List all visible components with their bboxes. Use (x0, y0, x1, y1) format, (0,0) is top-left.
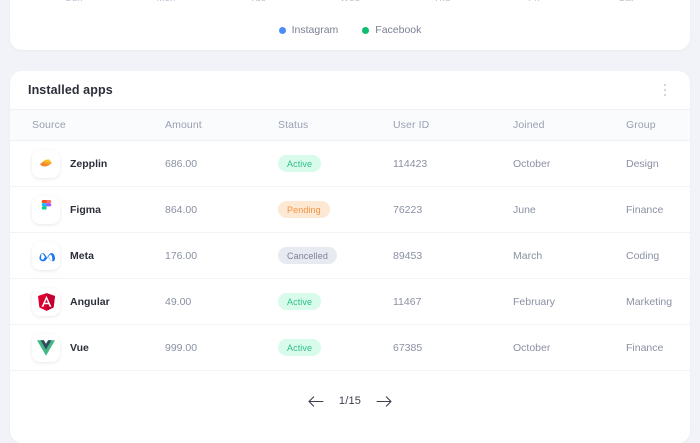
status-badge: Active (278, 293, 322, 310)
meta-icon (32, 241, 60, 270)
status-badge: Active (278, 155, 322, 172)
cell-status: Active (278, 278, 393, 325)
cell-user-id: 114423 (393, 140, 513, 187)
pagination: 1/15 (10, 371, 690, 411)
cell-source: Meta (10, 232, 165, 279)
cell-user-id: 11467 (393, 278, 513, 325)
cell-amount: 864.00 (165, 186, 278, 233)
page-title: Installed apps (28, 83, 113, 97)
legend-item-instagram[interactable]: Instagram (278, 24, 339, 36)
x-axis-tick: Fri (488, 0, 580, 4)
installed-apps-table: Source Amount Status User ID Joined Grou… (10, 109, 690, 371)
cell-joined: October (513, 140, 626, 187)
cell-joined: February (513, 278, 626, 325)
cell-group: Coding (626, 232, 690, 279)
app-name: Figma (70, 203, 101, 216)
x-axis-tick: Wed (304, 0, 396, 4)
cell-group: Finance (626, 186, 690, 233)
status-badge: Active (278, 339, 322, 356)
cell-source: Vue (10, 324, 165, 371)
zeplin-icon (32, 149, 60, 178)
arrow-right-icon[interactable] (374, 391, 394, 411)
installed-apps-card: Installed apps Source Amount Status User… (10, 71, 690, 443)
column-header-group[interactable]: Group (626, 109, 690, 141)
cell-amount: 49.00 (165, 278, 278, 325)
cell-source: Angular (10, 278, 165, 325)
status-badge: Pending (278, 201, 330, 218)
page-indicator: 1/15 (338, 395, 362, 407)
cell-group: Design (626, 140, 690, 187)
angular-icon (32, 287, 60, 316)
cell-amount: 686.00 (165, 140, 278, 187)
cell-joined: June (513, 186, 626, 233)
x-axis-tick: Sun (28, 0, 120, 4)
cell-status: Pending (278, 186, 393, 233)
cell-joined: March (513, 232, 626, 279)
table-row[interactable]: Meta 176.00 Cancelled 89453 March Coding (10, 232, 690, 279)
vue-icon (32, 333, 60, 362)
column-header-source[interactable]: Source (10, 109, 165, 141)
figma-icon (32, 195, 60, 224)
cell-amount: 999.00 (165, 324, 278, 371)
cell-source: Figma (10, 186, 165, 233)
column-header-user-id[interactable]: User ID (393, 109, 513, 141)
cell-status: Active (278, 324, 393, 371)
x-axis-tick: Mon (120, 0, 212, 4)
x-axis-tick: Thu (396, 0, 488, 4)
cell-user-id: 76223 (393, 186, 513, 233)
legend-label: Instagram (291, 24, 339, 36)
table-row[interactable]: Vue 999.00 Active 67385 October Finance (10, 324, 690, 371)
app-name: Zepplin (70, 157, 108, 170)
column-header-amount[interactable]: Amount (165, 109, 278, 141)
cell-source: Zepplin (10, 140, 165, 187)
arrow-left-icon[interactable] (306, 391, 326, 411)
app-name: Vue (70, 341, 89, 354)
cell-joined: October (513, 324, 626, 371)
cell-group: Finance (626, 324, 690, 371)
x-axis-tick: Tue (212, 0, 304, 4)
column-header-status[interactable]: Status (278, 109, 393, 141)
table-row[interactable]: Zepplin 686.00 Active 114423 October Des… (10, 140, 690, 187)
cell-status: Cancelled (278, 232, 393, 279)
cell-user-id: 89453 (393, 232, 513, 279)
app-name: Meta (70, 249, 94, 262)
analytics-chart-card: Sun Mon Tue Wed Thu Fri Sat Instagram Fa… (10, 0, 690, 50)
column-header-joined[interactable]: Joined (513, 109, 626, 141)
cell-amount: 176.00 (165, 232, 278, 279)
kebab-menu-icon[interactable] (656, 79, 674, 101)
card-header: Installed apps (10, 71, 690, 109)
chart-x-axis: Sun Mon Tue Wed Thu Fri Sat (10, 0, 690, 4)
legend-dot-icon (278, 26, 286, 34)
legend-dot-icon (362, 26, 370, 34)
table-header-row: Source Amount Status User ID Joined Grou… (10, 109, 690, 141)
table-row[interactable]: Angular 49.00 Active 11467 February Mark… (10, 278, 690, 325)
cell-status: Active (278, 140, 393, 187)
chart-legend: Instagram Facebook (10, 24, 690, 36)
cell-user-id: 67385 (393, 324, 513, 371)
legend-item-facebook[interactable]: Facebook (362, 24, 421, 36)
table-row[interactable]: Figma 864.00 Pending 76223 June Finance (10, 186, 690, 233)
legend-label: Facebook (375, 24, 422, 36)
app-name: Angular (70, 295, 110, 308)
status-badge: Cancelled (278, 247, 337, 264)
cell-group: Marketing (626, 278, 690, 325)
x-axis-tick: Sat (580, 0, 672, 4)
